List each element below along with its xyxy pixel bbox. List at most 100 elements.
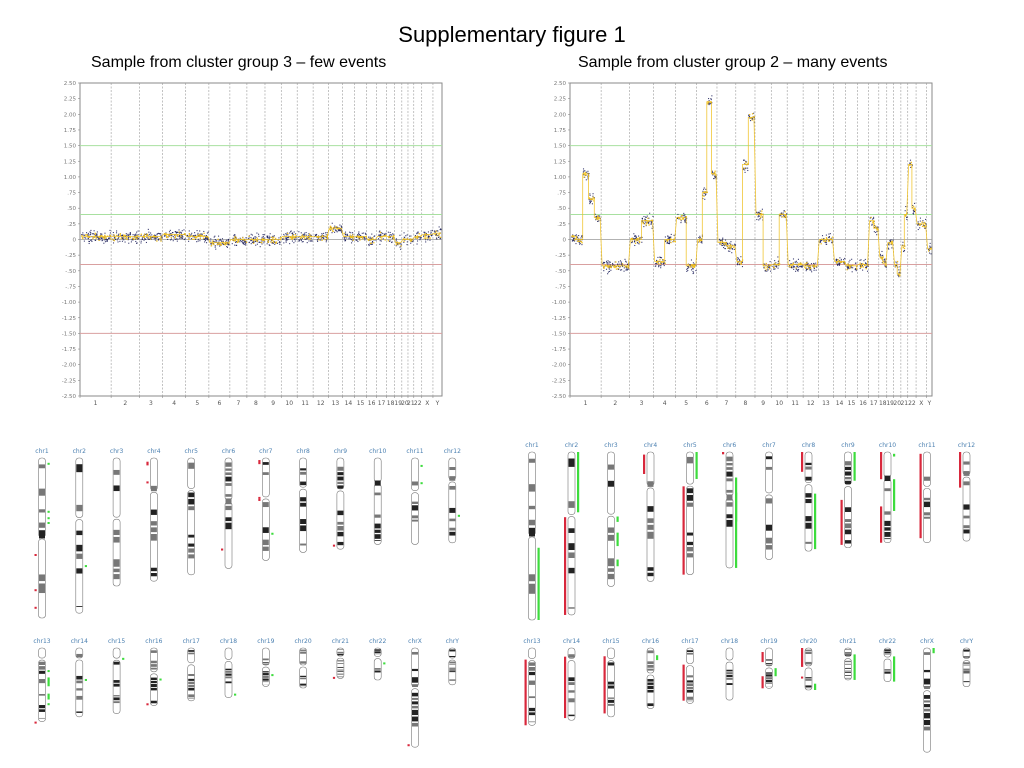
chromosome-band — [225, 476, 232, 482]
chromosome-band — [39, 717, 45, 719]
data-point — [777, 256, 779, 258]
segment-point — [331, 228, 333, 231]
data-point — [683, 214, 685, 216]
data-point — [234, 244, 236, 246]
data-point — [253, 238, 255, 240]
data-point — [860, 259, 862, 261]
chromosome-label: chr14 — [563, 638, 580, 645]
segment-point — [646, 222, 648, 224]
segment-point — [372, 238, 374, 240]
data-point — [263, 237, 265, 239]
data-point — [278, 237, 280, 239]
segment-point — [758, 212, 760, 215]
data-point — [91, 240, 93, 243]
segment-point — [387, 240, 389, 242]
segment-point — [885, 263, 887, 265]
segment-point — [729, 248, 731, 250]
data-point — [147, 234, 149, 236]
data-point — [219, 245, 221, 247]
data-point — [686, 217, 688, 219]
segment-point — [110, 238, 112, 240]
data-point — [389, 240, 391, 242]
segment-point — [248, 235, 250, 237]
data-point — [158, 239, 160, 241]
gain-marker — [159, 678, 162, 681]
data-point — [316, 239, 318, 241]
chromosome-label: chr16 — [642, 638, 659, 645]
data-point — [623, 267, 625, 269]
chromosome-band — [449, 679, 456, 681]
data-point — [116, 239, 118, 241]
x-tick-label: 13 — [822, 400, 830, 407]
segment-point — [332, 230, 334, 232]
segment-point — [252, 242, 255, 244]
chromosome-label: chr13 — [523, 638, 540, 645]
chromosome-band — [225, 522, 232, 530]
data-point — [840, 258, 842, 260]
segment-point — [753, 115, 756, 118]
data-point — [655, 265, 657, 267]
chromosome-p-arm — [567, 451, 576, 515]
chromosome-p-arm — [187, 457, 195, 489]
data-point — [403, 232, 405, 234]
data-point — [282, 238, 284, 240]
data-point — [190, 238, 192, 240]
segment-point — [930, 248, 932, 250]
chromosome-band — [963, 481, 970, 486]
data-point — [767, 268, 769, 270]
data-point — [729, 250, 731, 252]
data-point — [243, 240, 245, 242]
segment-point — [682, 218, 684, 220]
chromosome-band — [647, 572, 654, 577]
data-point — [220, 239, 222, 242]
data-point — [335, 229, 337, 231]
data-point — [425, 241, 427, 243]
data-point — [396, 242, 398, 244]
data-point — [399, 243, 401, 245]
gain-marker — [853, 654, 856, 680]
chromosome-q-arm — [725, 661, 734, 701]
segment-point — [764, 267, 766, 269]
segment-point — [660, 261, 663, 263]
chromosome-band — [568, 682, 575, 685]
data-point — [839, 257, 841, 259]
data-point — [182, 237, 184, 239]
chromosome-band — [805, 466, 812, 470]
data-point — [183, 238, 185, 241]
data-point — [206, 232, 208, 234]
segment-point — [707, 101, 709, 104]
data-point — [796, 269, 798, 271]
segment-point — [256, 240, 258, 242]
segment-point — [338, 227, 341, 230]
data-point — [729, 242, 731, 244]
data-point — [813, 263, 815, 265]
chromosome-band — [225, 505, 232, 511]
data-point — [633, 233, 635, 235]
data-point — [732, 244, 734, 246]
data-point — [88, 240, 90, 242]
data-point — [587, 172, 589, 174]
data-point — [150, 232, 152, 234]
data-point — [847, 267, 849, 269]
segment-point — [272, 238, 274, 240]
data-point — [636, 239, 638, 241]
chromosome-band — [76, 680, 83, 684]
data-point — [298, 240, 300, 242]
segment-point — [720, 243, 722, 245]
segment-point — [109, 234, 112, 237]
data-point — [251, 241, 253, 243]
data-point — [884, 261, 886, 263]
data-point — [606, 262, 608, 264]
chromosome-band — [76, 544, 83, 552]
segment-point — [841, 261, 843, 263]
segment-point — [774, 262, 776, 264]
data-point — [326, 231, 328, 234]
chromosome-band — [76, 464, 83, 473]
chromosome-label: chr6 — [723, 442, 737, 449]
data-point — [732, 248, 734, 250]
segment-point — [859, 262, 861, 264]
data-point — [239, 241, 241, 243]
data-point — [811, 271, 813, 273]
segment-point — [704, 191, 706, 193]
data-point — [899, 266, 901, 268]
